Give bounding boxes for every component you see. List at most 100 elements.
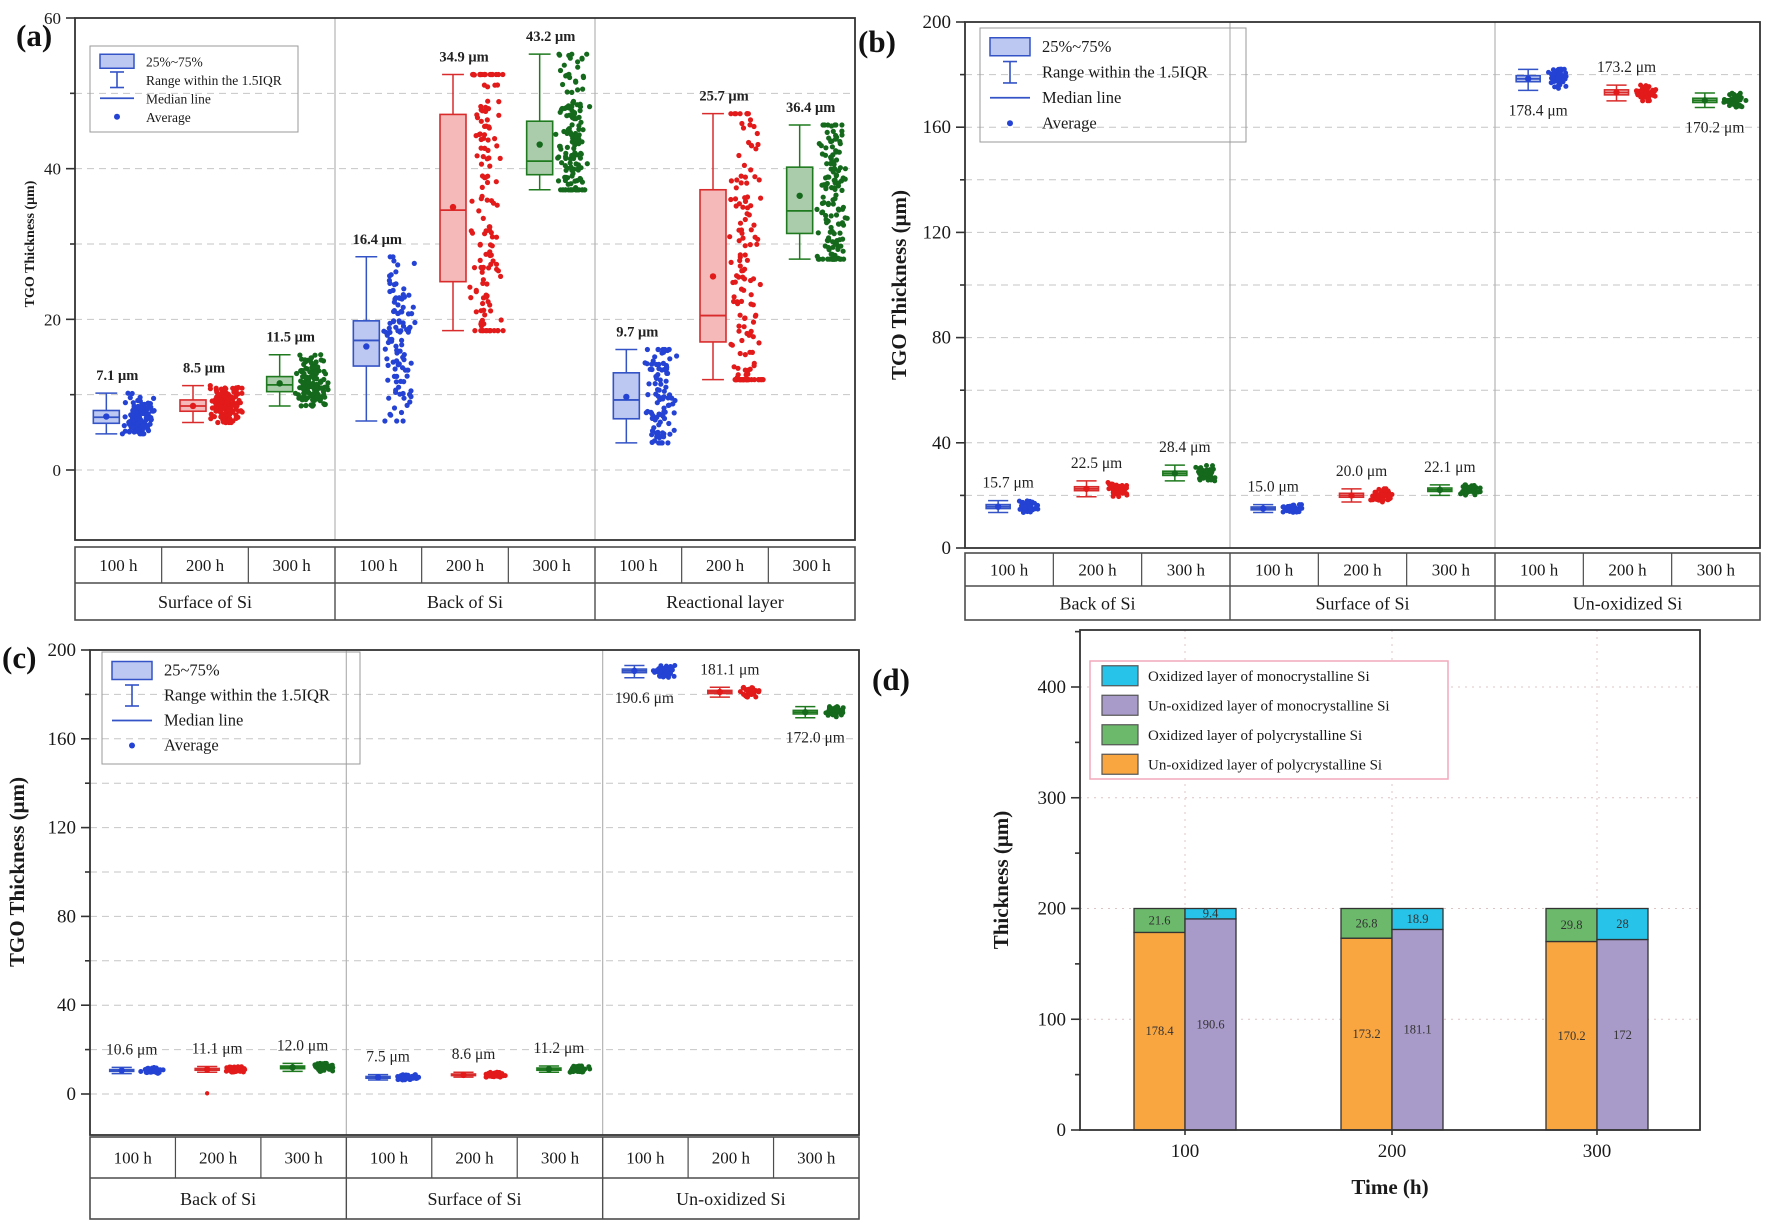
legend-average-label: Average — [1042, 113, 1097, 132]
average-value-label-reactional-layer-100-h: 9.7 μm — [616, 324, 658, 340]
time-cell-un-oxidized-si-100-h: 100 h — [1520, 561, 1559, 580]
box-un-oxidized-si-200-h — [707, 684, 762, 700]
legend-label-1: Un-oxidized layer of monocrystalline Si — [1148, 698, 1390, 714]
scatter-cloud — [567, 1063, 593, 1075]
average-marker — [449, 203, 457, 211]
bar-100h-polycrystalline-si: 178.4 21.6 — [1133, 907, 1186, 1131]
legend-average-label: Average — [164, 736, 219, 755]
plot-border — [1079, 629, 1701, 1131]
box-back-of-si-200-h — [1073, 480, 1130, 500]
average-marker — [545, 1065, 553, 1073]
y-tick-label: 40 — [57, 995, 76, 1016]
average-marker — [623, 393, 630, 401]
gridlines — [965, 74, 1760, 496]
average-value-label-back-of-si-300-h: 28.4 μm — [1159, 439, 1210, 456]
y-axis-title: TGO Thickness (μm) — [5, 777, 29, 967]
group-cell-back-of-si: Back of Si — [427, 592, 503, 612]
scatter-cloud — [395, 1072, 422, 1083]
average-value-label-surface-of-si-200-h: 8.6 μm — [452, 1046, 496, 1063]
time-cell-reactional-layer-100-h: 100 h — [619, 556, 658, 575]
scatter-cloud — [312, 1060, 336, 1074]
y-tick-label: 120 — [48, 818, 77, 839]
legend: Oxidized layer of monocrystalline Si Un-o… — [1089, 660, 1449, 780]
y-tick-label: 0 — [53, 461, 62, 480]
bar-200h-monocrystalline-si: 181.1 18.9 — [1391, 907, 1444, 1131]
box-back-of-si-300-h — [1162, 463, 1218, 484]
panel-label-b: (b) — [858, 24, 896, 59]
average-marker — [796, 192, 803, 199]
bar-300h-polycrystalline-si: 170.2 29.8 — [1545, 907, 1598, 1131]
time-cell-un-oxidized-si-300-h: 300 h — [1697, 561, 1736, 580]
average-marker — [203, 1066, 211, 1073]
legend: 25%~75% Range within the 1.5IQR Median lin… — [979, 27, 1247, 143]
y-tick-label: 160 — [48, 729, 77, 750]
average-value-label-surface-of-si-100-h: 15.0 μm — [1247, 479, 1298, 496]
average-value-label-un-oxidized-si-200-h: 173.2 μm — [1597, 59, 1656, 76]
average-marker — [631, 667, 638, 675]
average-value-label-surface-of-si-300-h: 11.5 μm — [266, 330, 315, 346]
average-marker — [1083, 485, 1090, 493]
segment-value-100-purple: 190.6 — [1196, 1017, 1224, 1031]
group-cell-surface-of-si: Surface of Si — [158, 592, 252, 612]
x-tick-label-300: 300 — [1583, 1141, 1612, 1162]
scatter-cloud — [1193, 463, 1218, 484]
legend-swatch-orange — [1101, 753, 1139, 775]
average-value-label-un-oxidized-si-100-h: 190.6 μm — [615, 690, 674, 707]
scatter-cloud — [727, 111, 766, 383]
legend: 25%~75% Range within the 1.5IQR Median lin… — [89, 45, 299, 133]
y-axis-ticks: 0 40 80 120 160 200 — [48, 640, 90, 1105]
panel-a-chart: 7.1 μm 8.5 μm 11.5 μm 16.4 μm 34.9 μm 43.2 μm… — [0, 0, 900, 622]
legend-range-label: Range within the 1.5IQR — [146, 73, 282, 88]
group-cell-surface-of-si: Surface of Si — [428, 1189, 522, 1209]
average-value-label-back-of-si-200-h: 22.5 μm — [1071, 455, 1122, 472]
average-marker — [716, 688, 724, 696]
average-marker — [189, 402, 197, 410]
time-cell-reactional-layer-300-h: 300 h — [793, 556, 832, 575]
scatter-cloud — [207, 383, 245, 426]
y-tick-label: 60 — [44, 9, 61, 28]
box-surface-of-si-200-h — [450, 1069, 508, 1080]
y-tick-label: 120 — [923, 222, 952, 243]
legend-label-0: Oxidized layer of monocrystalline Si — [1148, 669, 1370, 685]
y-tick-label: 20 — [44, 310, 61, 329]
box-back-of-si-100-h — [985, 498, 1041, 515]
box-surface-of-si-100-h — [1250, 502, 1305, 515]
panel-label-c: (c) — [2, 640, 37, 675]
y-tick-label: 40 — [932, 433, 951, 454]
scatter-cloud — [553, 51, 593, 193]
group-cell-surface-of-si: Surface of Si — [1316, 594, 1410, 614]
scatter-cloud — [223, 1064, 248, 1075]
y-tick-label: 200 — [1038, 899, 1067, 920]
average-marker — [709, 273, 717, 280]
time-cell-back-of-si-100-h: 100 h — [990, 561, 1029, 580]
box-surface-of-si-300-h — [265, 352, 331, 409]
y-tick-label: 0 — [67, 1084, 77, 1105]
y-axis-title: TGO Thickness (μm) — [23, 180, 38, 307]
scatter-cloud — [1546, 66, 1569, 91]
box-surface-of-si-100-h — [92, 390, 157, 437]
average-marker — [994, 503, 1002, 510]
box-un-oxidized-si-100-h — [1515, 66, 1569, 92]
legend-average-icon — [1007, 120, 1013, 127]
segment-cyan — [1596, 907, 1649, 941]
legend-box-swatch — [99, 53, 135, 69]
average-value-label-un-oxidized-si-300-h: 170.2 μm — [1685, 119, 1744, 136]
y-tick-label: 400 — [1038, 677, 1067, 698]
legend-median-label: Median line — [164, 711, 243, 730]
bar-300h-monocrystalline-si: 172 28 — [1596, 907, 1649, 1131]
average-marker — [1259, 505, 1267, 512]
segment-green — [1545, 907, 1598, 943]
time-cell-surface-of-si-300-h: 300 h — [273, 556, 312, 575]
segment-value-300-orange: 170.2 — [1557, 1029, 1585, 1043]
group-cell-reactional-layer: Reactional layer — [666, 592, 783, 612]
time-cell-surface-of-si-300-h: 300 h — [1432, 561, 1471, 580]
time-cell-surface-of-si-200-h: 200 h — [1343, 561, 1382, 580]
panel-c-chart: 10.6 μm 11.1 μm 12.0 μm 7.5 μm 8.6 μm 11.2 μm… — [0, 622, 900, 1221]
time-cell-surface-of-si-100-h: 100 h — [99, 556, 138, 575]
y-tick-label: 40 — [44, 160, 61, 179]
segment-value-300-purple: 172 — [1613, 1028, 1632, 1042]
plot-border — [89, 649, 860, 1136]
scatter-cloud — [138, 1065, 166, 1076]
box-reactional-layer-100-h — [612, 346, 680, 446]
time-cell-surface-of-si-100-h: 100 h — [370, 1149, 409, 1168]
